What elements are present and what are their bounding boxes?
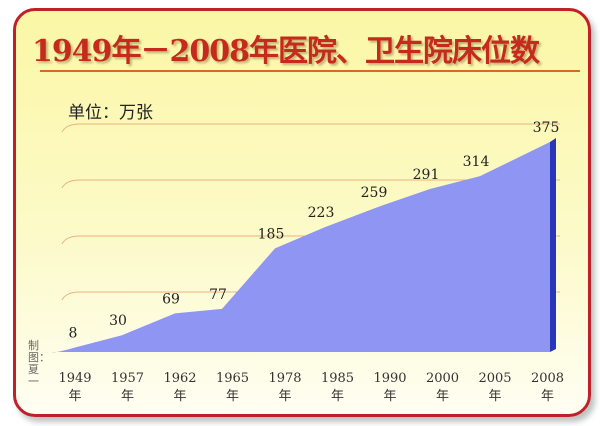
- x-tick-suffix: 年: [121, 389, 134, 404]
- data-label: 291: [413, 167, 440, 183]
- title-divider: [40, 70, 580, 72]
- gridline: [61, 291, 560, 301]
- x-tick-suffix: 年: [278, 389, 291, 404]
- x-tick-label: 2005: [478, 371, 511, 386]
- data-label: 223: [308, 205, 335, 221]
- data-label: 314: [463, 154, 490, 170]
- chart-title: 1949年－2008年医院、卫生院床位数: [32, 34, 540, 69]
- x-tick-suffix: 年: [436, 389, 449, 404]
- data-label: 8: [69, 326, 78, 342]
- data-label: 375: [533, 120, 560, 136]
- data-label: 77: [209, 287, 227, 303]
- x-tick-label: 1985: [321, 371, 354, 386]
- x-tick-label: 2000: [426, 371, 459, 386]
- x-tick-suffix: 年: [68, 389, 81, 404]
- x-tick-label: 1957: [111, 371, 144, 386]
- gridline: [61, 235, 560, 245]
- data-label: 259: [361, 185, 388, 201]
- unit-label: 单位：万张: [68, 103, 153, 123]
- data-label: 69: [162, 291, 180, 307]
- area-side: [550, 138, 556, 352]
- x-tick-suffix: 年: [226, 389, 239, 404]
- data-label: 185: [258, 226, 285, 242]
- data-label: 30: [109, 313, 127, 329]
- x-tick-suffix: 年: [173, 389, 186, 404]
- x-tick-label: 1990: [373, 371, 406, 386]
- x-tick-label: 1965: [216, 371, 249, 386]
- x-tick-label: 1962: [163, 371, 196, 386]
- x-tick-suffix: 年: [541, 389, 554, 404]
- x-tick-label: 2008: [531, 371, 564, 386]
- gridline: [61, 179, 560, 189]
- gridline: [61, 123, 560, 133]
- x-tick-suffix: 年: [331, 389, 344, 404]
- x-tick-label: 1978: [268, 371, 301, 386]
- x-tick-label: 1949: [58, 371, 91, 386]
- area-series: [52, 142, 550, 353]
- x-tick-suffix: 年: [383, 389, 396, 404]
- x-tick-suffix: 年: [488, 389, 501, 404]
